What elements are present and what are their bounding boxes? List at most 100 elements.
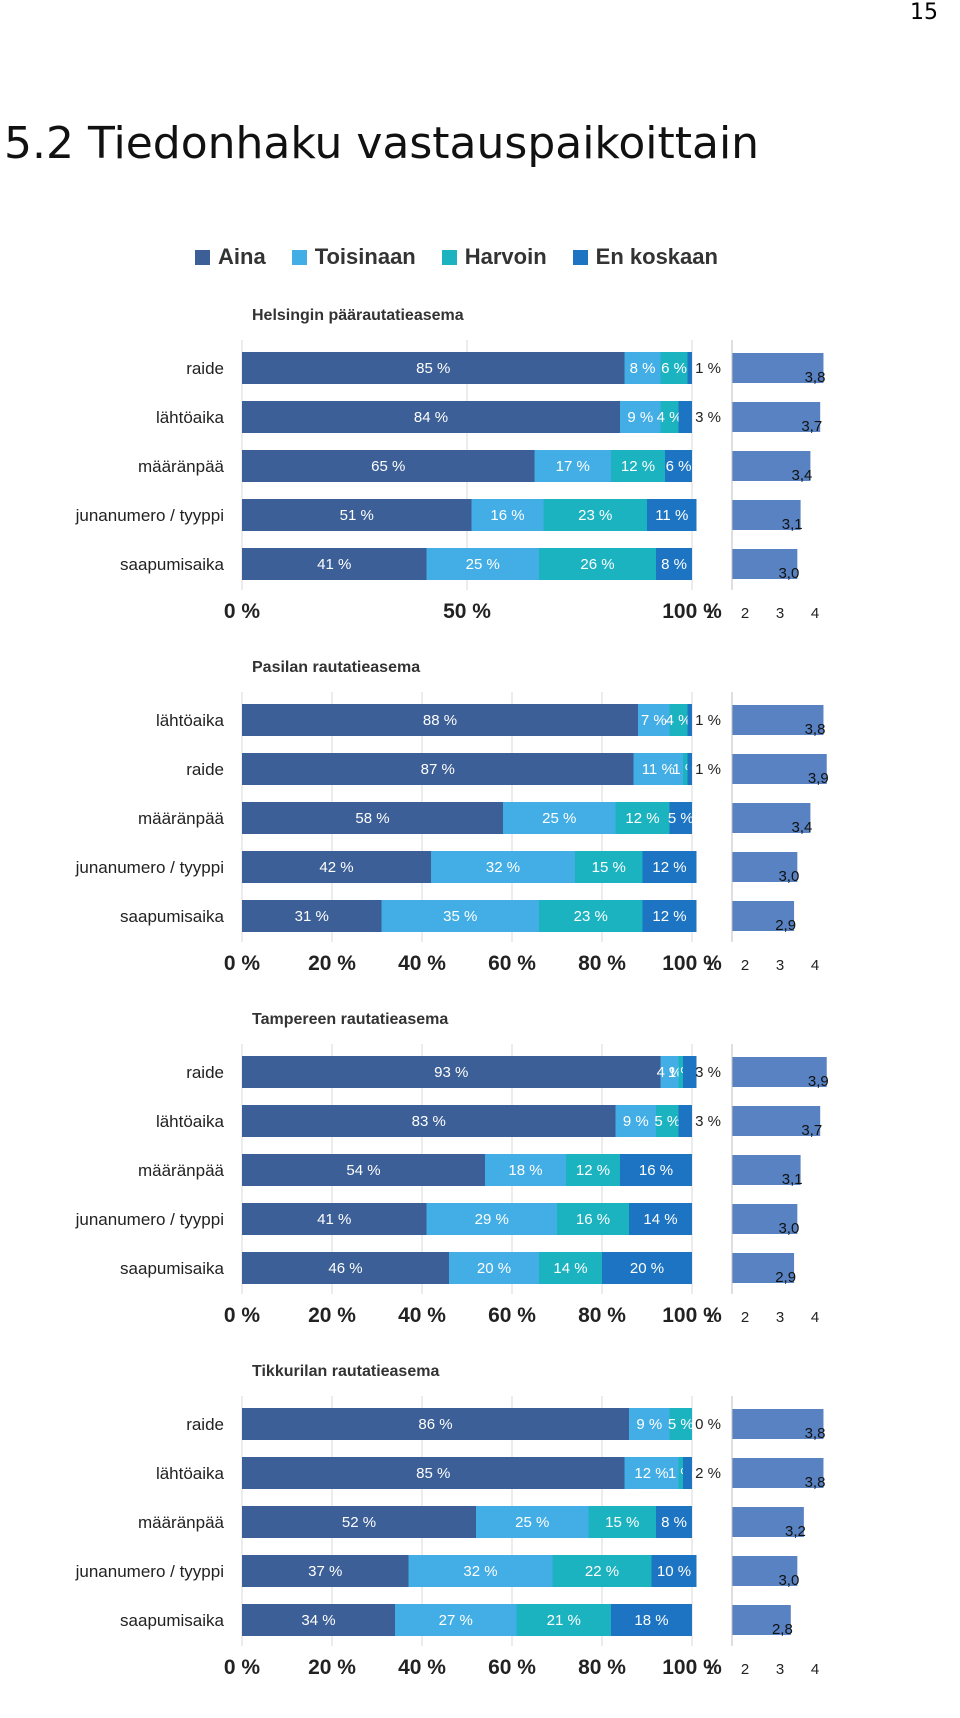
data-label: 87 % (421, 761, 455, 778)
x-tick-label: 80 % (578, 952, 626, 975)
data-label: 8 % (661, 556, 687, 573)
mean-bar-raide (732, 1057, 827, 1087)
bar-toisinaan-junanumero-tyyppi (431, 851, 575, 883)
mean-value-label: 3,4 (792, 819, 813, 836)
data-label: 17 % (556, 458, 590, 475)
mean-tick-label: 1 (706, 605, 714, 622)
bar-harvoin-lahtoaika (660, 401, 679, 433)
data-label: 0 % (695, 1416, 721, 1433)
bar-en-koskaan-lahtoaika (678, 401, 692, 433)
x-tick-label: 0 % (224, 1304, 261, 1327)
bar-en-koskaan-lahtoaika (687, 704, 692, 736)
bar-harvoin-junanumero-tyyppi (575, 851, 643, 883)
bar-harvoin-raide (660, 352, 688, 384)
mean-bar-saapumisaika (732, 901, 795, 931)
data-label: 3 % (695, 409, 721, 426)
bar-harvoin-junanumero-tyyppi (557, 1203, 629, 1235)
data-label: 26 % (580, 556, 614, 573)
mean-bar-saapumisaika (732, 1605, 791, 1635)
row-label-junanumero-tyyppi: junanumero / tyyppi (75, 506, 224, 525)
data-label: 22 % (585, 1563, 619, 1580)
bar-harvoin-saapumisaika (539, 548, 656, 580)
chart-legend: Aina Toisinaan Harvoin En koskaan (195, 244, 718, 270)
mean-value-label: 2,8 (772, 1621, 793, 1638)
bar-en-koskaan-raide (683, 1056, 697, 1088)
mean-tick-label: 4 (811, 605, 819, 622)
bar-harvoin-raide (683, 753, 688, 785)
bar-harvoin-raide (678, 1056, 683, 1088)
mean-tick-label: 2 (741, 605, 749, 622)
mean-bar-raide (732, 754, 827, 784)
data-label: 25 % (466, 556, 500, 573)
data-label: 4 % (666, 712, 692, 729)
data-label: 35 % (443, 908, 477, 925)
row-label-junanumero-tyyppi: junanumero / tyyppi (75, 1562, 224, 1581)
mean-value-label: 3,7 (801, 1122, 822, 1139)
bar-aina-raide (242, 352, 625, 384)
bar-toisinaan-saapumisaika (449, 1252, 539, 1284)
data-label: 6 % (661, 360, 687, 377)
mean-bar-raide (732, 1409, 824, 1439)
row-label-lahtoaika: lähtöaika (156, 1464, 225, 1483)
row-label-saapumisaika: saapumisaika (120, 1611, 224, 1630)
x-tick-label: 80 % (578, 1304, 626, 1327)
legend-item-toisinaan: Toisinaan (291, 244, 416, 270)
data-label: 51 % (340, 507, 374, 524)
bar-en-koskaan-junanumero-tyyppi (642, 851, 697, 883)
data-label: 20 % (477, 1260, 511, 1277)
bar-toisinaan-lahtoaika (620, 401, 661, 433)
mean-value-label: 3,8 (805, 721, 826, 738)
bar-toisinaan-saapumisaika (395, 1604, 517, 1636)
x-tick-label: 0 % (224, 600, 261, 623)
bar-harvoin-lahtoaika (678, 1457, 683, 1489)
bar-aina-maaranpaa (242, 1154, 485, 1186)
chart-title: Helsingin päärautatieasema (252, 307, 464, 324)
x-tick-label: 100 % (662, 1304, 722, 1327)
mean-tick-label: 2 (741, 1309, 749, 1326)
data-label: 41 % (317, 556, 351, 573)
row-label-saapumisaika: saapumisaika (120, 555, 224, 574)
x-tick-label: 40 % (398, 952, 446, 975)
x-tick-label: 0 % (224, 1656, 261, 1679)
x-tick-label: 60 % (488, 1304, 536, 1327)
data-label: 27 % (439, 1612, 473, 1629)
bar-aina-lahtoaika (242, 1105, 616, 1137)
mean-bar-saapumisaika (732, 1253, 795, 1283)
mean-tick-label: 1 (706, 957, 714, 974)
bar-toisinaan-lahtoaika (624, 1457, 679, 1489)
mean-bar-maaranpaa (732, 1507, 804, 1537)
bar-aina-junanumero-tyyppi (242, 499, 472, 531)
row-label-maaranpaa: määränpää (138, 1161, 225, 1180)
bar-aina-maaranpaa (242, 450, 535, 482)
bar-toisinaan-saapumisaika (381, 900, 539, 932)
data-label: 12 % (634, 1465, 668, 1482)
bar-en-koskaan-lahtoaika (678, 1105, 692, 1137)
mean-value-label: 3,0 (778, 1220, 799, 1237)
data-label: 4 % (657, 409, 683, 426)
data-label: 12 % (625, 810, 659, 827)
mean-bar-lahtoaika (732, 402, 821, 432)
data-label: 37 % (308, 1563, 342, 1580)
bar-harvoin-lahtoaika (656, 1105, 679, 1137)
bar-aina-saapumisaika (242, 1252, 449, 1284)
mean-bar-maaranpaa (732, 1155, 801, 1185)
legend-swatch-aina (195, 249, 210, 265)
bar-harvoin-junanumero-tyyppi (552, 1555, 652, 1587)
mean-tick-label: 3 (776, 957, 784, 974)
chart-pasila: Pasilan rautatieasema 0 % 20 % 40 % 60 % 80 %… (0, 652, 960, 1000)
bar-aina-saapumisaika (242, 1604, 395, 1636)
mean-bar-lahtoaika (732, 1106, 821, 1136)
data-label: 10 % (657, 1563, 691, 1580)
chart-tampere: Tampereen rautatieasema 0 % 20 % 40 % 60 % 80… (0, 1004, 960, 1352)
row-label-junanumero-tyyppi: junanumero / tyyppi (75, 1210, 224, 1229)
data-label: 32 % (486, 859, 520, 876)
mean-value-label: 3,8 (805, 1425, 826, 1442)
bar-en-koskaan-saapumisaika (602, 1252, 692, 1284)
mean-value-label: 2,9 (775, 917, 796, 934)
mean-value-label: 3,1 (782, 516, 803, 533)
data-label: 1 % (695, 761, 721, 778)
x-tick-label: 50 % (443, 600, 491, 623)
bar-toisinaan-lahtoaika (638, 704, 670, 736)
data-label: 15 % (592, 859, 626, 876)
data-label: 14 % (643, 1211, 677, 1228)
